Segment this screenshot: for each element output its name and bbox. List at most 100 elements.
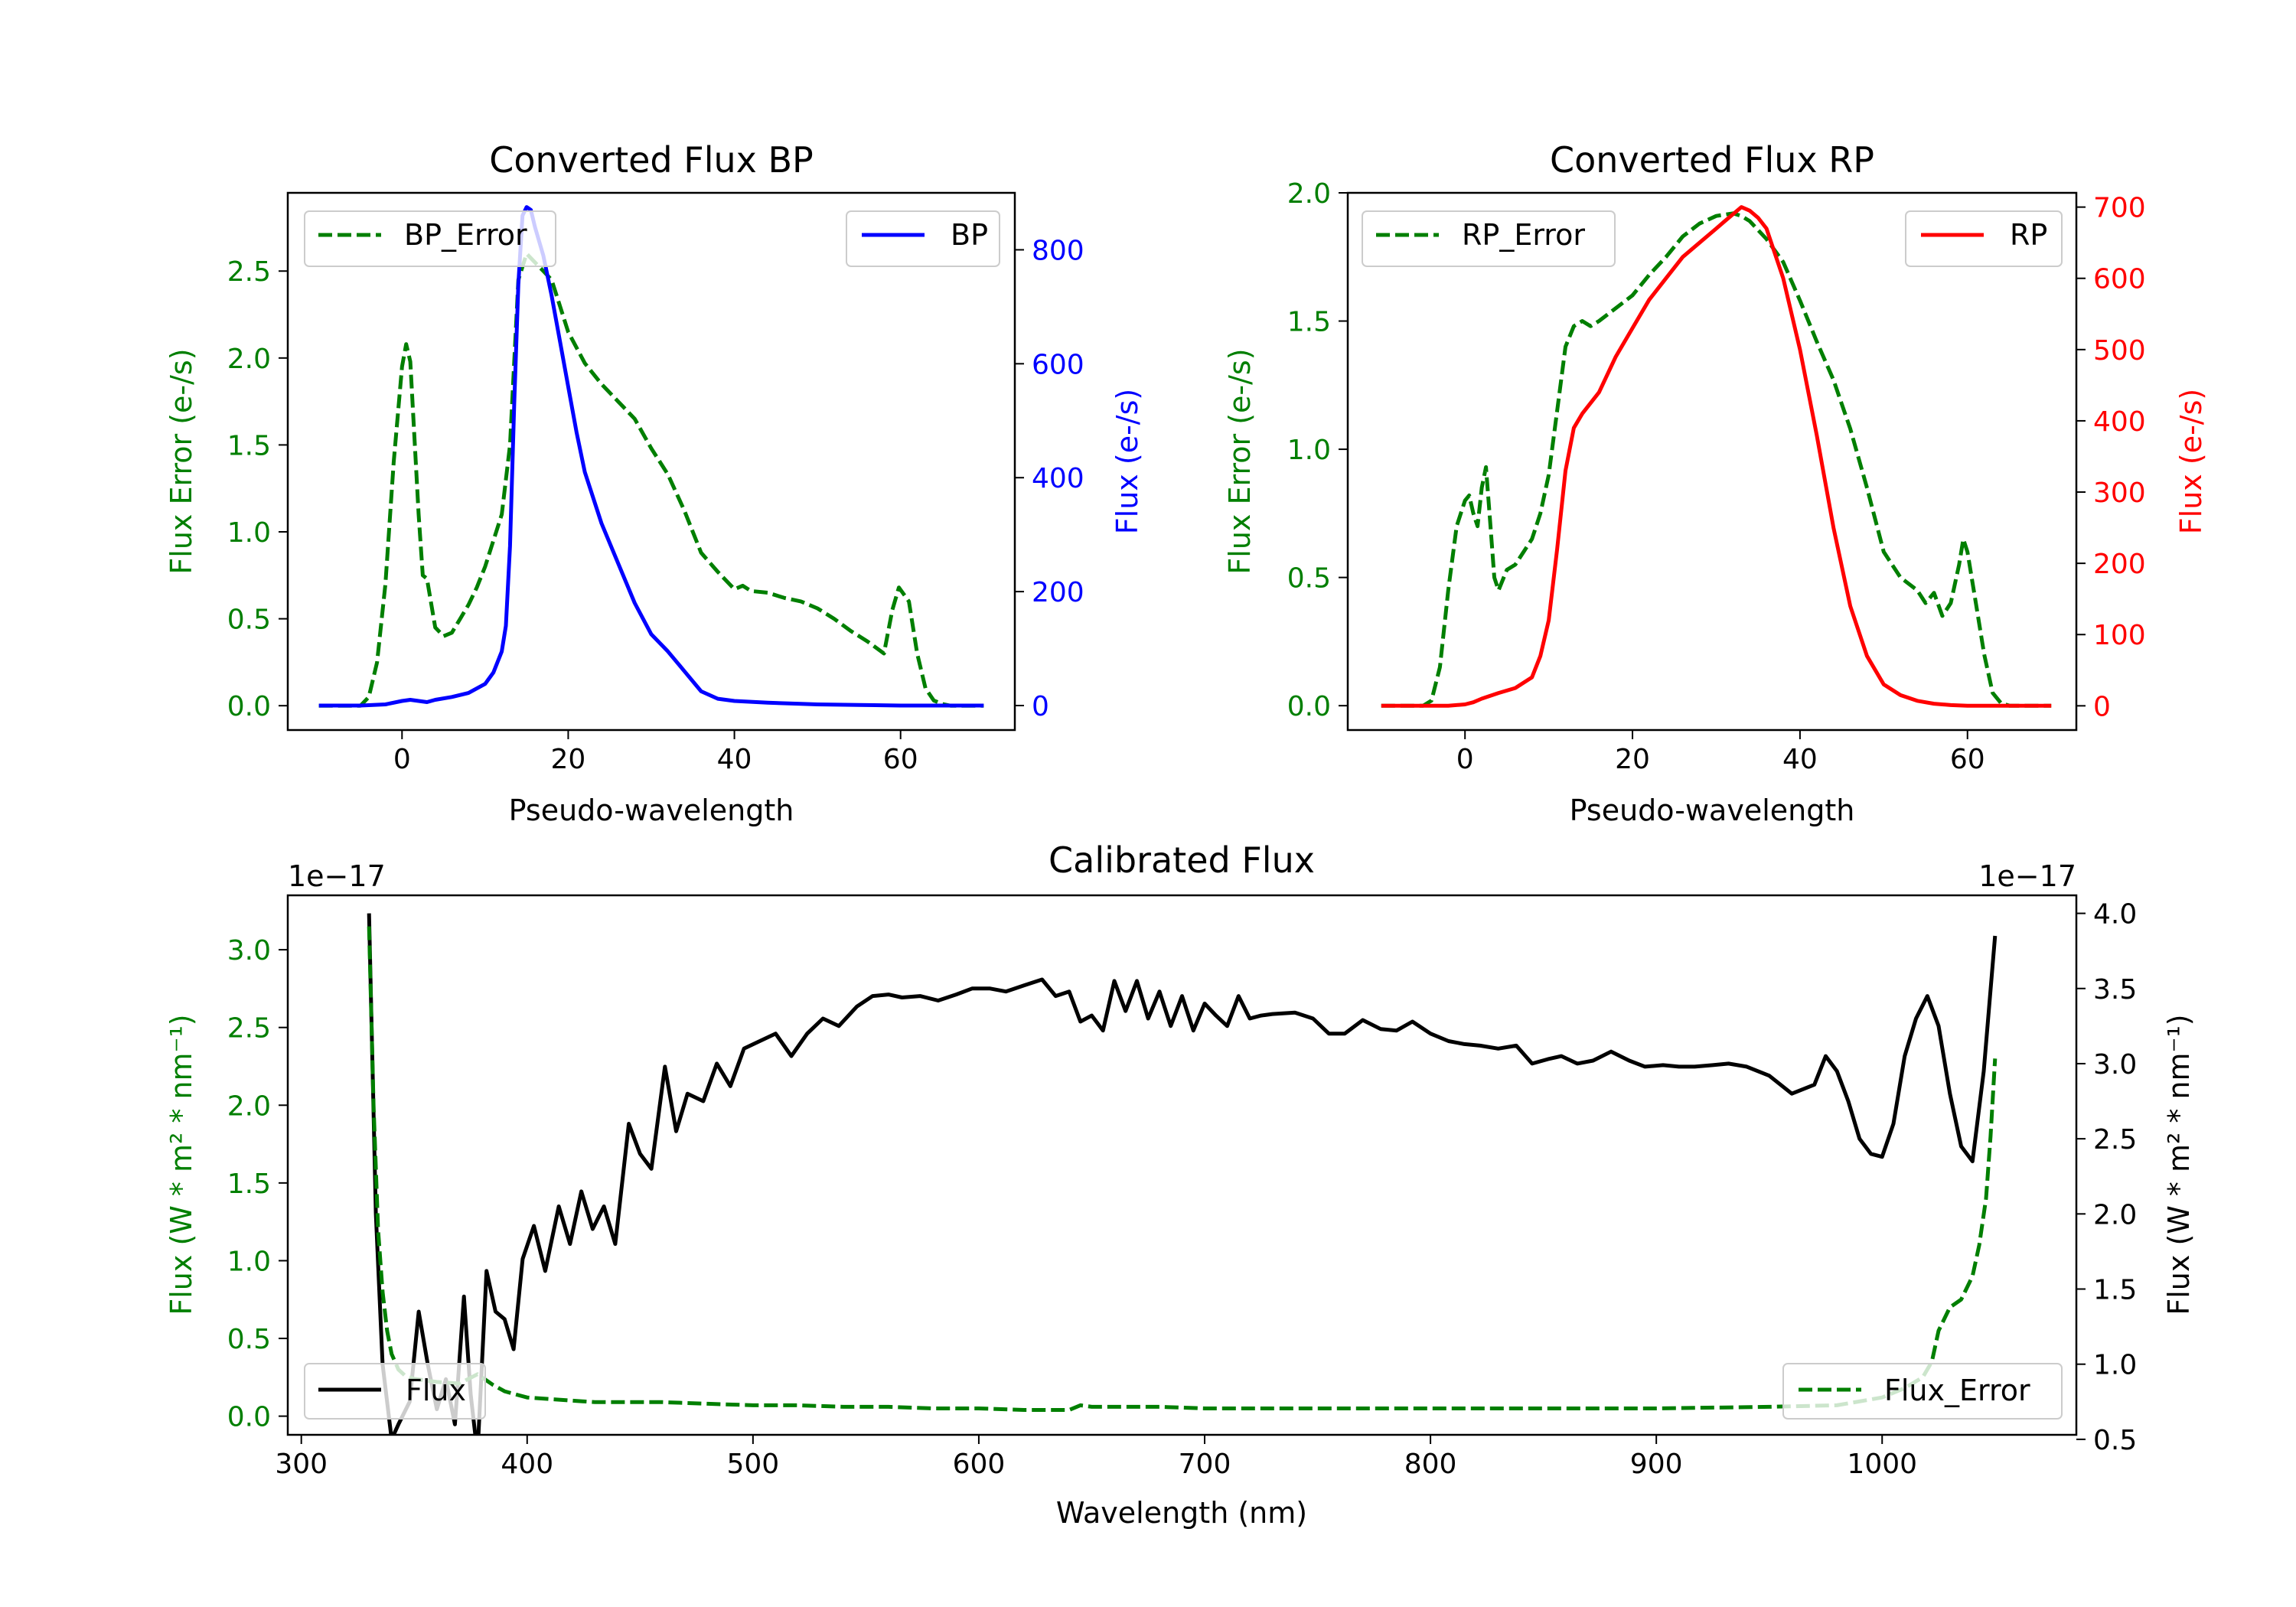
rp-legend-left: RP_Error xyxy=(1362,210,1616,267)
bp-ytick-right-label: 600 xyxy=(1032,349,1084,380)
rp-title: Converted Flux RP xyxy=(1550,139,1874,181)
bp-legend-right: BP xyxy=(846,210,1000,267)
calibrated-ytick-left-label: 0.5 xyxy=(227,1324,271,1355)
bp-ytick-left-label: 2.5 xyxy=(227,256,271,288)
calibrated-legend-left-label: Flux xyxy=(406,1374,466,1407)
calibrated-ytick-left-label: 2.5 xyxy=(227,1013,271,1045)
bp-ytick-left-label: 0.0 xyxy=(227,691,271,722)
rp-ytick-left-label: 0.0 xyxy=(1287,691,1331,722)
rp-ytick-right-label: 100 xyxy=(2093,620,2146,651)
calibrated-xtick-label: 700 xyxy=(1179,1449,1231,1480)
rp-legend-right-box xyxy=(1905,210,2063,267)
calibrated-ytick-left-label: 1.0 xyxy=(227,1246,271,1277)
rp-ytick-right-label: 200 xyxy=(2093,549,2146,580)
rp-ylabel-right: Flux (e-/s) xyxy=(2174,389,2208,534)
rp-plot-area xyxy=(1381,205,2052,708)
calibrated-ytick-right-label: 3.5 xyxy=(2093,974,2137,1006)
calibrated-series-flux-error xyxy=(367,926,1998,1412)
rp-series-rp xyxy=(1381,205,2052,708)
bp-title: Converted Flux BP xyxy=(489,139,814,181)
calibrated-ytick-right-label: 1.5 xyxy=(2093,1275,2137,1306)
calibrated-ytick-left-label: 2.0 xyxy=(227,1090,271,1122)
rp-ytick-left-label: 1.0 xyxy=(1287,435,1331,466)
calibrated-xtick-label: 900 xyxy=(1630,1449,1683,1480)
rp-xtick-label: 20 xyxy=(1615,744,1650,775)
bp-xtick-label: 20 xyxy=(551,744,586,775)
rp-ytick-right-label: 500 xyxy=(2093,335,2146,367)
calibrated-ytick-left-label: 3.0 xyxy=(227,935,271,966)
bp-ytick-right-label: 0 xyxy=(1032,691,1049,722)
calibrated-ytick-right-label: 3.0 xyxy=(2093,1049,2137,1081)
rp-ticks: 0 20 40 60 0.0 0.5 1.0 1.5 2.0 0 100 200 300 400 500 60… xyxy=(1287,178,2146,775)
bp-xtick-label: 60 xyxy=(883,744,918,775)
calibrated-legend-right-label: Flux_Error xyxy=(1884,1374,2030,1407)
calibrated-xtick-label: 600 xyxy=(953,1449,1006,1480)
calibrated-ylabel-right: Flux (W * m² * nm⁻¹) xyxy=(2162,1014,2196,1315)
calibrated-offset-left: 1e−17 xyxy=(288,859,386,893)
rp-xlabel: Pseudo-wavelength xyxy=(1570,794,1855,827)
rp-ytick-right-label: 700 xyxy=(2093,193,2146,224)
bp-ytick-right-label: 200 xyxy=(1032,577,1084,608)
bp-ticks: 0 20 40 60 0.0 0.5 1.0 1.5 2.0 2.5 0 200 400 600 800 xyxy=(227,235,1084,775)
bp-ytick-left-label: 1.0 xyxy=(227,517,271,549)
bp-series-bp-error xyxy=(318,252,984,708)
bp-ytick-right-label: 800 xyxy=(1032,235,1084,266)
calibrated-ytick-right-label: 2.0 xyxy=(2093,1199,2137,1231)
rp-series-rp-error xyxy=(1381,211,2052,708)
rp-ytick-right-label: 0 xyxy=(2093,691,2111,722)
bp-ytick-left-label: 2.0 xyxy=(227,344,271,375)
calibrated-ytick-right-label: 4.0 xyxy=(2093,899,2137,931)
calibrated-title: Calibrated Flux xyxy=(1049,839,1315,881)
calibrated-xtick-label: 1000 xyxy=(1847,1449,1917,1480)
calibrated-series-flux xyxy=(367,913,1998,1435)
bp-legend-right-label: BP xyxy=(951,218,988,252)
bp-panel: Converted Flux BP 0 20 40 60 0.0 0.5 1.0 1.5 2.0… xyxy=(165,139,1144,827)
rp-xtick-label: 60 xyxy=(1950,744,1985,775)
calibrated-ytick-left-label: 1.5 xyxy=(227,1169,271,1200)
calibrated-panel: Calibrated Flux 1e−17 1e−17 300 400 500 600… xyxy=(165,839,2196,1530)
rp-legend-left-box xyxy=(1362,210,1616,267)
rp-legend-right-label: RP xyxy=(2010,218,2047,252)
calibrated-ticks: 300 400 500 600 700 800 900 1000 0.0 0.5 1.0 1.5 2.0… xyxy=(227,899,2138,1480)
bp-ylabel-right: Flux (e-/s) xyxy=(1110,389,1144,534)
bp-ylabel-left: Flux Error (e-/s) xyxy=(165,348,198,574)
rp-legend-right: RP xyxy=(1905,210,2063,267)
bp-ytick-left-label: 0.5 xyxy=(227,605,271,636)
calibrated-xtick-label: 300 xyxy=(275,1449,328,1480)
calibrated-ytick-right-label: 2.5 xyxy=(2093,1124,2137,1156)
rp-ytick-left-label: 0.5 xyxy=(1287,563,1331,595)
bp-xlabel: Pseudo-wavelength xyxy=(509,794,794,827)
rp-legend-left-label: RP_Error xyxy=(1462,218,1585,252)
rp-panel: Converted Flux RP 0 20 40 60 0.0 0.5 1.0 1.5 2.0… xyxy=(1223,139,2208,827)
bp-xtick-label: 0 xyxy=(393,744,411,775)
calibrated-ylabel-left: Flux (W * m² * nm⁻¹) xyxy=(165,1014,198,1315)
bp-axes-frame xyxy=(286,191,1016,732)
bp-legend-right-box xyxy=(846,210,1000,267)
rp-ylabel-left: Flux Error (e-/s) xyxy=(1223,348,1257,574)
rp-ytick-right-label: 400 xyxy=(2093,406,2146,438)
calibrated-ytick-right-label: 0.5 xyxy=(2093,1425,2137,1456)
rp-xtick-label: 0 xyxy=(1456,744,1474,775)
calibrated-xlabel: Wavelength (nm) xyxy=(1056,1496,1307,1530)
calibrated-legend-left-box xyxy=(304,1363,486,1420)
bp-ytick-left-label: 1.5 xyxy=(227,430,271,461)
calibrated-ytick-left-label: 0.0 xyxy=(227,1402,271,1433)
calibrated-legend-right: Flux_Error xyxy=(1782,1363,2063,1420)
rp-axes-frame xyxy=(1346,191,2078,732)
bp-legend-left: BP_Error xyxy=(304,210,556,267)
calibrated-offset-right: 1e−17 xyxy=(1978,859,2076,893)
calibrated-legend-right-box xyxy=(1782,1363,2063,1420)
bp-xtick-label: 40 xyxy=(717,744,752,775)
calibrated-xtick-label: 500 xyxy=(726,1449,779,1480)
calibrated-xtick-label: 400 xyxy=(501,1449,553,1480)
rp-ytick-left-label: 1.5 xyxy=(1287,307,1331,338)
bp-ytick-right-label: 400 xyxy=(1032,463,1084,494)
calibrated-xtick-label: 800 xyxy=(1404,1449,1457,1480)
calibrated-plot-area xyxy=(367,913,1998,1435)
bp-legend-left-box xyxy=(304,210,556,267)
rp-ytick-right-label: 300 xyxy=(2093,478,2146,509)
rp-ytick-left-label: 2.0 xyxy=(1287,178,1331,210)
rp-xtick-label: 40 xyxy=(1782,744,1818,775)
bp-legend-left-label: BP_Error xyxy=(404,218,527,252)
